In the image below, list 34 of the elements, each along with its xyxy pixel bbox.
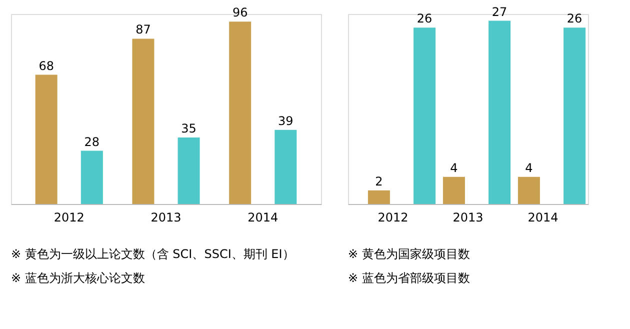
text: ※ 蓝色为浙大核心论文数: [11, 271, 145, 285]
bar: [518, 176, 540, 204]
x-tick-label: 2014: [248, 210, 278, 224]
x-tick-label: 2014: [528, 210, 558, 224]
data-label: 4: [525, 160, 533, 175]
data-label: 28: [84, 134, 100, 149]
bar: [488, 20, 511, 204]
bar: [274, 130, 297, 204]
text: ※ 蓝色为省部级项目数: [348, 271, 470, 285]
data-label: 26: [566, 12, 582, 26]
data-label: 87: [136, 22, 151, 37]
bar: [564, 28, 586, 204]
text: ※ 黄色为国家级项目数: [348, 247, 470, 261]
data-label: 4: [450, 160, 458, 175]
data-label: 96: [232, 6, 248, 20]
data-label: 68: [38, 58, 54, 73]
bar: [35, 74, 58, 204]
bar: [80, 150, 103, 204]
data-label: 2: [375, 174, 383, 188]
x-tick-label: 2012: [54, 210, 84, 224]
data-label: 35: [181, 122, 196, 136]
text: ※ 黄色为一级以上论文数（含 SCI、SSCI、期刊 EI）: [11, 247, 294, 261]
bar: [178, 138, 200, 204]
data-label: 26: [416, 12, 432, 26]
x-tick-label: 2013: [452, 210, 484, 224]
x-tick-label: 2012: [378, 210, 408, 224]
x-tick-label: 2013: [150, 210, 182, 224]
data-label: 39: [278, 114, 294, 128]
bar: [132, 38, 154, 204]
data-label: 27: [492, 4, 508, 19]
bar: [368, 190, 390, 204]
bar: [229, 22, 252, 204]
bar: [442, 176, 465, 204]
bar: [414, 28, 436, 204]
